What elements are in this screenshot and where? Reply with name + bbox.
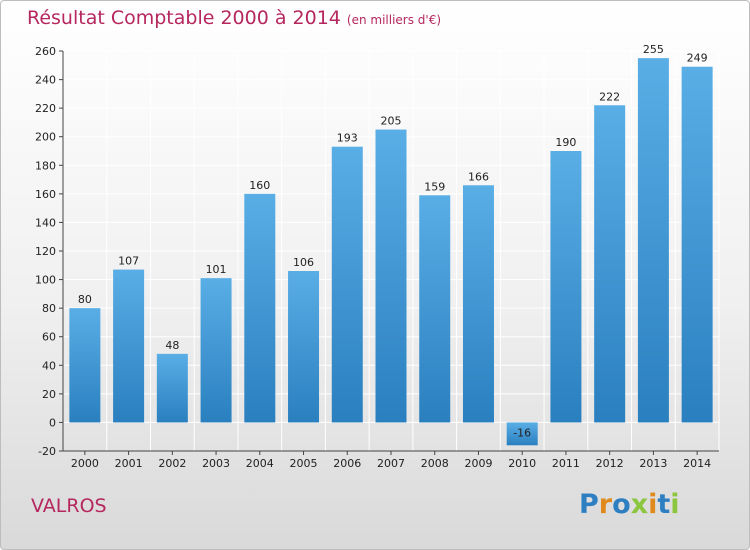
logo-letter: x: [630, 489, 649, 520]
chart-title-text: Résultat Comptable 2000 à 2014: [27, 7, 341, 29]
proxiti-logo: Proxiti: [579, 489, 680, 520]
data-label: 190: [555, 136, 576, 149]
y-tick-label: 100: [35, 274, 56, 287]
x-tick-label: 2011: [552, 457, 580, 470]
x-tick-label: 2007: [377, 457, 405, 470]
bar: [200, 278, 232, 423]
y-tick-label: 20: [42, 388, 56, 401]
bar: [462, 185, 494, 423]
x-tick-label: 2005: [290, 457, 318, 470]
y-tick-label: 0: [49, 416, 56, 429]
x-tick-label: 2003: [202, 457, 230, 470]
y-tick-label: 200: [35, 131, 56, 144]
bar: [550, 151, 582, 423]
x-tick-label: 2004: [246, 457, 274, 470]
bar: [113, 269, 145, 423]
y-tick-label: 180: [35, 159, 56, 172]
data-label: 205: [381, 115, 402, 128]
x-tick-label: 2014: [683, 457, 711, 470]
data-label: 222: [599, 90, 620, 103]
x-tick-label: 2010: [508, 457, 536, 470]
bar: [288, 271, 320, 423]
x-tick-label: 2006: [333, 457, 361, 470]
bar: [156, 353, 188, 423]
data-label: 193: [337, 132, 358, 145]
data-label: 159: [424, 180, 445, 193]
data-label: 107: [118, 255, 139, 268]
logo-letter: r: [598, 489, 613, 520]
logo-letter: i: [648, 489, 658, 520]
bar: [244, 193, 276, 423]
logo-letter: t: [657, 489, 671, 520]
data-label: 106: [293, 256, 314, 269]
y-tick-label: 260: [35, 45, 56, 58]
bar: [69, 308, 101, 423]
y-tick-label: 160: [35, 188, 56, 201]
x-tick-label: 2012: [596, 457, 624, 470]
x-tick-label: 2000: [71, 457, 99, 470]
axes: -20 0 20 40 60 80 100 120 140 160 180 200 220 240 260 2…: [35, 45, 719, 470]
data-label: 166: [468, 170, 489, 183]
bar: [594, 105, 626, 423]
data-label: 249: [687, 52, 708, 65]
x-tick-label: 2013: [639, 457, 667, 470]
bars: [69, 58, 713, 446]
y-tick-label: -20: [38, 445, 56, 458]
x-tick-label: 2001: [115, 457, 143, 470]
bar: [375, 129, 407, 423]
chart-title: Résultat Comptable 2000 à 2014 (en millie…: [27, 7, 441, 29]
data-label: 160: [249, 179, 270, 192]
data-label: -16: [513, 426, 531, 439]
y-tick-label: 80: [42, 302, 56, 315]
bar: [681, 66, 713, 423]
bar: [419, 195, 451, 423]
y-tick-label: 60: [42, 331, 56, 344]
data-labels: 80 107 48 101 160 106 193 205 159 166 -16 190 222 255…: [78, 43, 708, 439]
bar: [331, 146, 363, 423]
commune-name: VALROS: [31, 495, 107, 517]
y-tick-label: 220: [35, 102, 56, 115]
bar: [506, 422, 538, 446]
y-tick-label: 40: [42, 359, 56, 372]
data-label: 48: [165, 339, 179, 352]
chart-subtitle: (en milliers d'€): [346, 13, 442, 27]
data-label: 101: [206, 263, 227, 276]
y-tick-label: 140: [35, 216, 56, 229]
x-tick-label: 2008: [421, 457, 449, 470]
logo-letter: P: [579, 489, 599, 520]
y-tick-label: 240: [35, 74, 56, 87]
logo-letter: o: [612, 489, 631, 520]
y-tick-label: 120: [35, 245, 56, 258]
data-label: 80: [78, 293, 92, 306]
x-tick-label: 2002: [158, 457, 186, 470]
logo-letter: i: [670, 489, 680, 520]
x-tick-label: 2009: [464, 457, 492, 470]
data-label: 255: [643, 43, 664, 56]
bar: [637, 58, 669, 423]
